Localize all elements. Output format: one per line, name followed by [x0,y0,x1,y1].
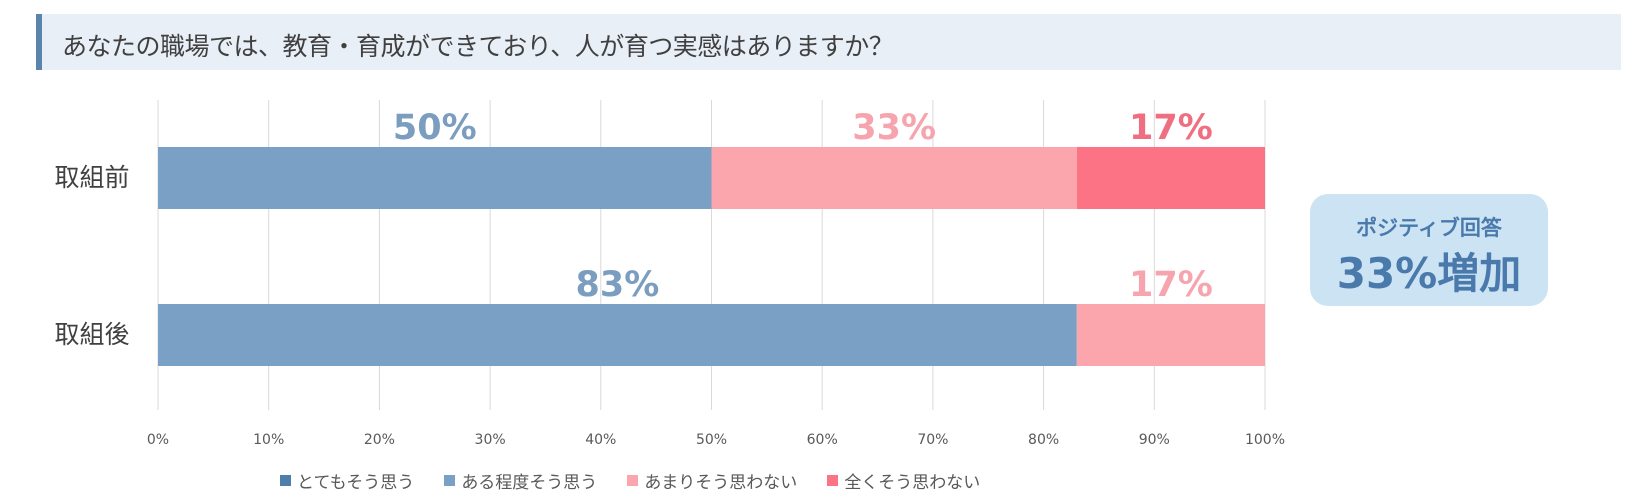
legend-swatch [827,475,839,486]
positive-response-callout: ポジティブ回答 33%増加 [1310,194,1548,306]
data-label: 83% [576,265,660,305]
x-tick-label: 30% [475,432,506,448]
x-tick-label: 80% [1028,432,1059,448]
chart-legend: とてもそう思う ある程度そう思う あまりそう思わない 全くそう思わない [280,468,980,493]
legend-label: あまりそう思わない [644,473,798,493]
legend-swatch [280,475,291,486]
legend-item: 全くそう思わない [827,468,980,493]
category-label: 取組後 [54,320,129,349]
x-tick-label: 90% [1139,432,1170,448]
x-tick-label: 10% [253,432,284,448]
x-tick-label: 50% [696,432,727,448]
x-tick-label: 60% [807,432,838,448]
legend-swatch [627,475,639,486]
data-label: 33% [852,108,936,148]
legend-label: 全くそう思わない [844,473,981,493]
x-tick-label: 100% [1245,432,1285,448]
legend-label: とてもそう思う [297,473,415,493]
legend-item: とてもそう思う [280,468,414,493]
category-label: 取組前 [54,163,129,192]
legend-label: ある程度そう思う [461,473,598,493]
data-label: 17% [1129,108,1213,148]
callout-label: ポジティブ回答 [1356,216,1502,240]
bar-segment [158,304,1077,366]
x-tick-label: 20% [364,432,395,448]
bar-segment [711,147,1077,209]
x-tick-label: 70% [917,432,948,448]
bar-segment [1076,147,1265,209]
legend-item: ある程度そう思う [444,468,597,493]
legend-swatch [444,475,456,486]
title-bar: あなたの職場では、教育・育成ができており、人が育つ実感はありますか？ [36,14,1621,70]
chart-title: あなたの職場では、教育・育成ができており、人が育つ実感はありますか？ [62,32,894,61]
data-label: 17% [1129,265,1213,305]
legend-item: あまりそう思わない [627,468,797,493]
x-tick-label: 40% [585,432,616,448]
bar-segment [1076,304,1265,366]
bar-segment [158,147,712,209]
x-tick-label: 0% [147,432,169,448]
callout-value: 33%増加 [1336,249,1522,298]
data-label: 50% [393,108,477,148]
